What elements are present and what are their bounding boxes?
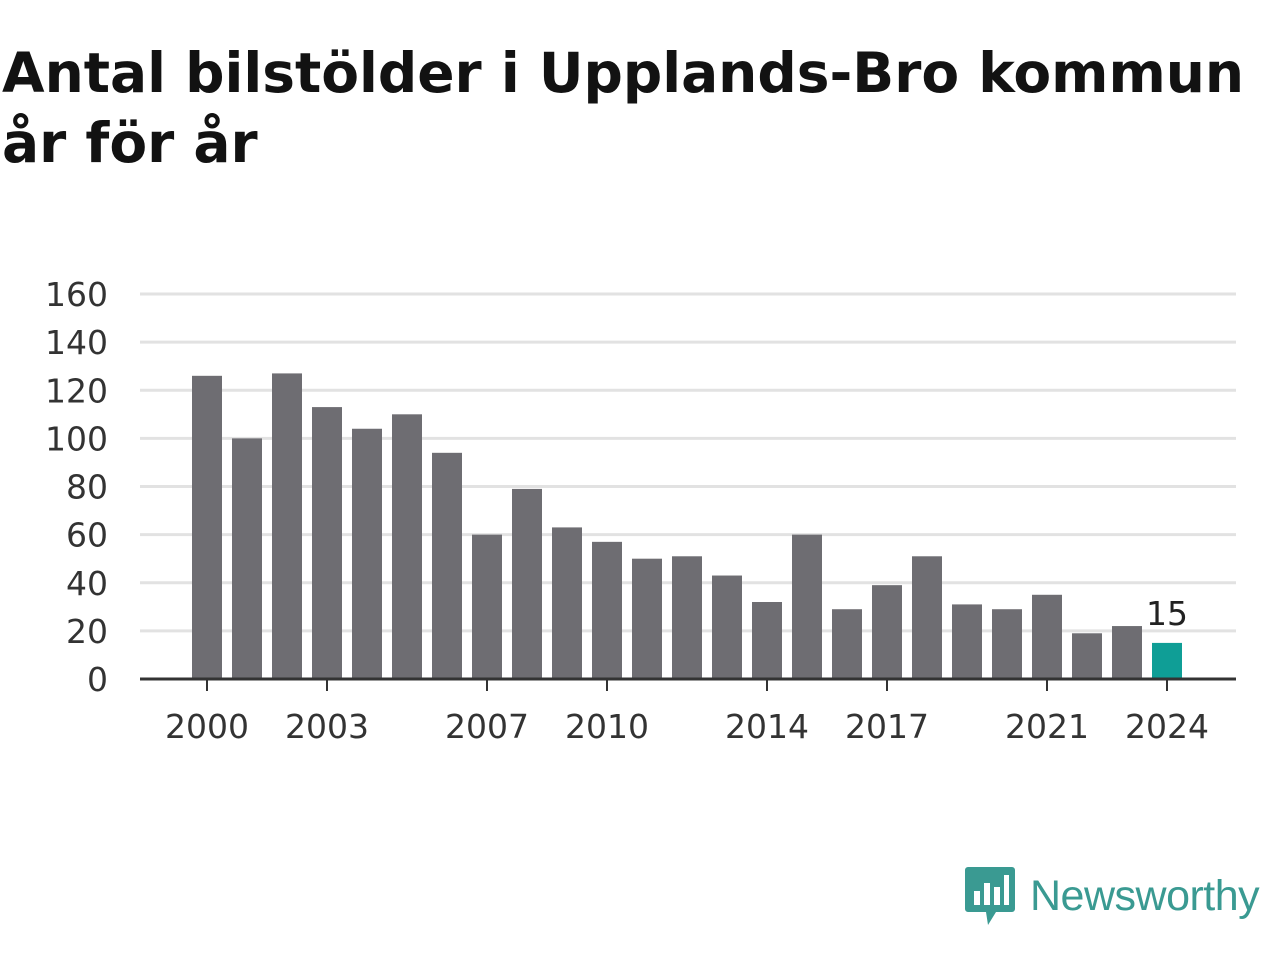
x-axis-labels: 2000 2003 2007 2010 2014 2017 2021 2024: [165, 707, 1209, 746]
chart-title-line-2: år för år: [2, 111, 258, 175]
y-tick-label: 60: [66, 516, 108, 555]
bar: [592, 541, 622, 679]
bar: [1032, 594, 1062, 679]
bar: [992, 609, 1022, 679]
bar: [912, 556, 942, 679]
bar: [632, 558, 662, 679]
data-label-highlight: 15: [1146, 594, 1188, 633]
bar: [1072, 633, 1102, 679]
bar: [1112, 626, 1142, 679]
x-tick-label: 2021: [1005, 707, 1089, 746]
y-tick-label: 80: [66, 468, 108, 507]
data-labels: 15: [1146, 594, 1188, 633]
bars: [192, 373, 1182, 679]
x-tick-label: 2007: [445, 707, 529, 746]
x-tick-label: 2010: [565, 707, 649, 746]
x-tick-label: 2017: [845, 707, 929, 746]
bar: [312, 407, 342, 679]
y-tick-label: 160: [45, 275, 108, 314]
y-tick-label: 0: [87, 660, 108, 699]
bar: [712, 575, 742, 679]
bar: [392, 414, 422, 679]
bar: [232, 438, 262, 679]
bar: [952, 604, 982, 679]
x-tick-label: 2014: [725, 707, 809, 746]
y-tick-label: 140: [45, 323, 108, 362]
bar: [272, 373, 302, 679]
bar: [552, 527, 582, 679]
bar: [472, 534, 502, 679]
bar: [792, 534, 822, 679]
bar: [872, 585, 902, 679]
bar: [192, 375, 222, 679]
y-tick-label: 40: [66, 564, 108, 603]
y-tick-label: 20: [66, 612, 108, 651]
bar: [512, 488, 542, 679]
bar-chart-speech-bubble-icon: [965, 867, 1015, 925]
bar: [352, 428, 382, 679]
y-axis-labels: 0 20 40 60 80 100 120 140 160: [45, 275, 108, 699]
brand-name: Newsworthy: [1030, 871, 1260, 920]
y-tick-label: 100: [45, 419, 108, 458]
bar-highlighted: [1152, 642, 1182, 679]
x-tick-label: 2000: [165, 707, 249, 746]
bar: [672, 556, 702, 679]
y-tick-label: 120: [45, 371, 108, 410]
x-axis: [140, 677, 1236, 691]
bar: [752, 602, 782, 679]
bar: [832, 609, 862, 679]
x-tick-label: 2024: [1125, 707, 1209, 746]
chart-title: Antal bilstölder i Upplands-Bro kommun å…: [2, 38, 1278, 178]
bar: [432, 452, 462, 679]
x-tick-label: 2003: [285, 707, 369, 746]
newsworthy-logo: Newsworthy: [964, 864, 1260, 928]
chart-title-line-1: Antal bilstölder i Upplands-Bro kommun: [2, 41, 1245, 105]
